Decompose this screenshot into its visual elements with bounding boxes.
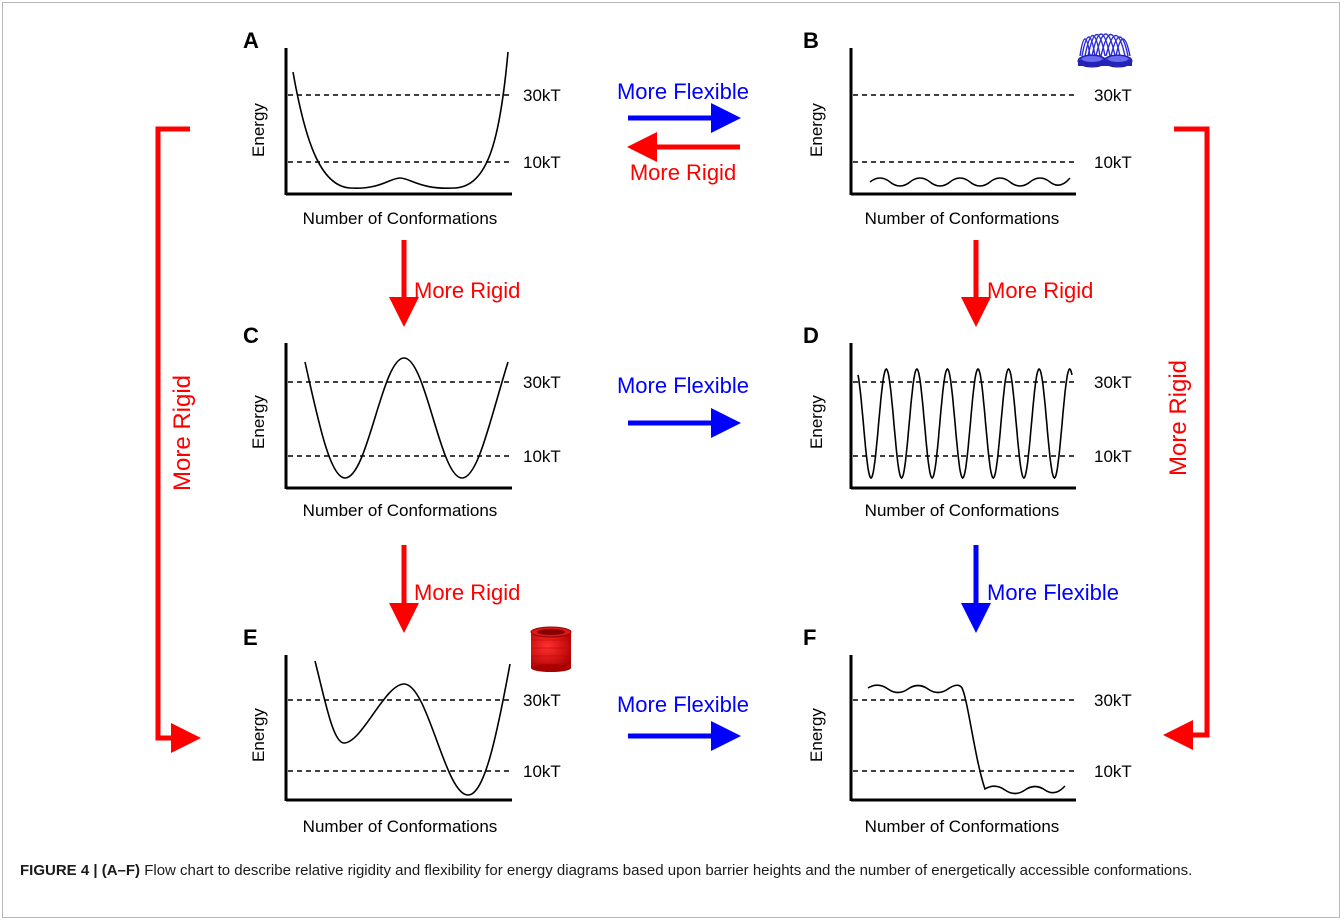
- panel-d: D 30kT 10kT Energy Number of Conformatio…: [803, 323, 1132, 520]
- arrow-b-to-f-right: More Rigid: [1163, 126, 1210, 750]
- arrow-c-to-d: More Flexible: [617, 373, 749, 438]
- x-axis-label: Number of Conformations: [303, 209, 498, 228]
- caption-text: Flow chart to describe relative rigidity…: [140, 862, 1193, 879]
- arrow-label: More Rigid: [987, 278, 1093, 303]
- panel-c: C 30kT 10kT Energy Number of Conformatio…: [243, 323, 561, 520]
- arrow-label: More Rigid: [1165, 360, 1192, 476]
- panel-letter: E: [243, 625, 258, 650]
- arrow-label: More Flexible: [617, 373, 749, 398]
- ref-label-10kt: 10kT: [523, 762, 561, 781]
- arrow-label: More Rigid: [630, 160, 736, 185]
- panel-letter: F: [803, 625, 816, 650]
- arrow-label: More Rigid: [414, 278, 520, 303]
- arrow-label: More Flexible: [617, 692, 749, 717]
- x-axis-label: Number of Conformations: [865, 209, 1060, 228]
- y-axis-label: Energy: [807, 395, 826, 449]
- ref-label-10kt: 10kT: [523, 153, 561, 172]
- ref-label-10kt: 10kT: [1094, 153, 1132, 172]
- caption-label: FIGURE 4 | (A–F): [20, 862, 141, 879]
- panel-letter: A: [243, 28, 259, 53]
- ref-label-30kt: 30kT: [1094, 691, 1132, 710]
- arrow-label: More Flexible: [987, 580, 1119, 605]
- panel-b: B 30kT 10kT Energy Number of Conformatio…: [803, 28, 1133, 228]
- panel-f: F 30kT 10kT Energy Number of Conformatio…: [803, 625, 1132, 836]
- arrow-a-to-b: More Flexible: [617, 79, 749, 133]
- ref-label-30kt: 30kT: [523, 373, 561, 392]
- arrow-e-to-f: More Flexible: [617, 692, 749, 751]
- arrow-label: More Flexible: [617, 79, 749, 104]
- panel-letter: D: [803, 323, 819, 348]
- compressed-spring-icon: [530, 626, 572, 672]
- ref-label-30kt: 30kT: [523, 691, 561, 710]
- panel-e: E 30kT 10kT Energy Number of Conformatio…: [243, 625, 572, 836]
- x-axis-label: Number of Conformations: [865, 817, 1060, 836]
- arrow-d-to-f: More Flexible: [961, 545, 1119, 633]
- arrow-label: More Rigid: [414, 580, 520, 605]
- arrow-c-to-e: More Rigid: [389, 545, 520, 633]
- arrow-label: More Rigid: [169, 375, 196, 491]
- x-axis-label: Number of Conformations: [303, 501, 498, 520]
- panel-letter: B: [803, 28, 819, 53]
- ref-label-10kt: 10kT: [1094, 447, 1132, 466]
- y-axis-label: Energy: [807, 103, 826, 157]
- arrow-b-to-a: More Rigid: [627, 132, 740, 185]
- arrow-line: [1163, 126, 1210, 750]
- energy-curve: [867, 684, 1066, 795]
- y-axis-label: Energy: [249, 103, 268, 157]
- arrow-b-to-d: More Rigid: [961, 240, 1093, 327]
- y-axis-label: Energy: [249, 395, 268, 449]
- energy-curve: [304, 357, 509, 479]
- energy-curve: [857, 367, 1073, 480]
- x-axis-label: Number of Conformations: [865, 501, 1060, 520]
- slinky-spring-icon: [1077, 33, 1133, 68]
- ref-label-10kt: 10kT: [523, 447, 561, 466]
- ref-label-30kt: 30kT: [1094, 86, 1132, 105]
- panel-letter: C: [243, 323, 259, 348]
- y-axis-label: Energy: [249, 708, 268, 762]
- x-axis-label: Number of Conformations: [303, 817, 498, 836]
- ref-label-30kt: 30kT: [523, 86, 561, 105]
- ref-label-30kt: 30kT: [1094, 373, 1132, 392]
- y-axis-label: Energy: [807, 708, 826, 762]
- arrow-line: [155, 126, 201, 753]
- figure-caption: FIGURE 4 | (A–F) Flow chart to describe …: [20, 860, 1320, 881]
- arrow-a-to-e-left: More Rigid: [155, 126, 201, 753]
- energy-curve: [869, 177, 1071, 187]
- energy-diagram-figure: A 30kT 10kT Energy Number of Conformatio…: [155, 28, 1210, 836]
- panel-a: A 30kT 10kT Energy Number of Conformatio…: [243, 28, 561, 228]
- energy-curve: [292, 51, 509, 189]
- arrow-a-to-c: More Rigid: [389, 240, 520, 327]
- ref-label-10kt: 10kT: [1094, 762, 1132, 781]
- energy-curve: [314, 660, 511, 796]
